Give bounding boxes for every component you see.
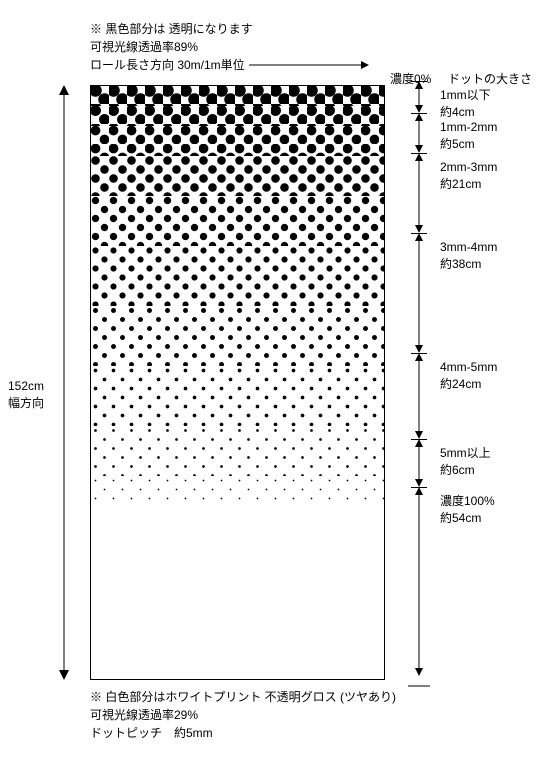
section-label: 4mm-5mm約24cm xyxy=(430,353,497,393)
note-line: ドットピッチ 約5mm xyxy=(90,724,396,742)
dot-size-row: 4mm-5mm約24cm xyxy=(408,353,497,439)
note-line: ※ 黒色部分は 透明になります xyxy=(90,20,369,38)
gradient-figure xyxy=(90,85,385,680)
dot-size-length: 約38cm xyxy=(440,256,497,273)
note-line: ※ 白色部分はホワイトプリント 不透明グロス (ツヤあり) xyxy=(90,688,396,706)
dot-size-range: 1mm-2mm xyxy=(440,119,497,136)
section-arrow-icon xyxy=(408,353,430,439)
section-arrow-icon xyxy=(408,487,430,676)
width-direction: 幅方向 xyxy=(8,395,44,412)
section-arrow-icon xyxy=(408,113,430,153)
dot-size-range: 濃度100% xyxy=(440,493,495,510)
section-end-tick xyxy=(408,676,430,690)
note-line: 可視光線透過率29% xyxy=(90,706,396,724)
dot-size-sections: 1mm以下約4cm 1mm-2mm約5cm 2mm-3mm約21cm 3mm-4… xyxy=(408,81,497,676)
note-line: 可視光線透過率89% xyxy=(90,38,369,56)
dot-size-length: 約6cm xyxy=(440,462,491,479)
section-arrow-icon xyxy=(408,153,430,233)
section-label: 5mm以上約6cm xyxy=(430,439,491,479)
section-label: 3mm-4mm約38cm xyxy=(430,233,497,273)
dot-size-length: 約21cm xyxy=(440,176,497,193)
dot-size-row: 5mm以上約6cm xyxy=(408,439,497,487)
section-arrow-icon xyxy=(408,233,430,353)
dot-size-length: 約24cm xyxy=(440,376,497,393)
dot-size-range: 4mm-5mm xyxy=(440,359,497,376)
section-arrow-icon xyxy=(408,439,430,487)
section-arrow-icon xyxy=(408,81,430,113)
top-notes: ※ 黒色部分は 透明になります 可視光線透過率89% ロール長さ方向 30m/1… xyxy=(90,20,369,74)
dot-size-row: 1mm-2mm約5cm xyxy=(408,113,497,153)
dot-size-row: 2mm-3mm約21cm xyxy=(408,153,497,233)
section-label: 濃度100%約54cm xyxy=(430,487,495,527)
width-arrow xyxy=(56,85,72,683)
dot-size-row: 濃度100%約54cm xyxy=(408,487,497,676)
bottom-notes: ※ 白色部分はホワイトプリント 不透明グロス (ツヤあり) 可視光線透過率29%… xyxy=(90,688,396,742)
arrow-right-icon xyxy=(249,60,369,70)
note-line: ロール長さ方向 30m/1m単位 xyxy=(90,56,245,74)
dot-size-row: 1mm以下約4cm xyxy=(408,81,497,113)
roll-length-line: ロール長さ方向 30m/1m単位 xyxy=(90,56,369,74)
dot-size-range: 3mm-4mm xyxy=(440,239,497,256)
dot-size-range: 5mm以上 xyxy=(440,445,491,462)
width-label: 152cm 幅方向 xyxy=(8,378,44,412)
width-value: 152cm xyxy=(8,378,44,395)
dot-size-length: 約5cm xyxy=(440,136,497,153)
dot-size-range: 2mm-3mm xyxy=(440,159,497,176)
dot-size-length: 約54cm xyxy=(440,510,495,527)
dot-size-range: 1mm以下 xyxy=(440,87,491,104)
halftone-pattern xyxy=(91,86,384,679)
section-label: 2mm-3mm約21cm xyxy=(430,153,497,193)
section-label: 1mm-2mm約5cm xyxy=(430,113,497,153)
dot-size-row: 3mm-4mm約38cm xyxy=(408,233,497,353)
